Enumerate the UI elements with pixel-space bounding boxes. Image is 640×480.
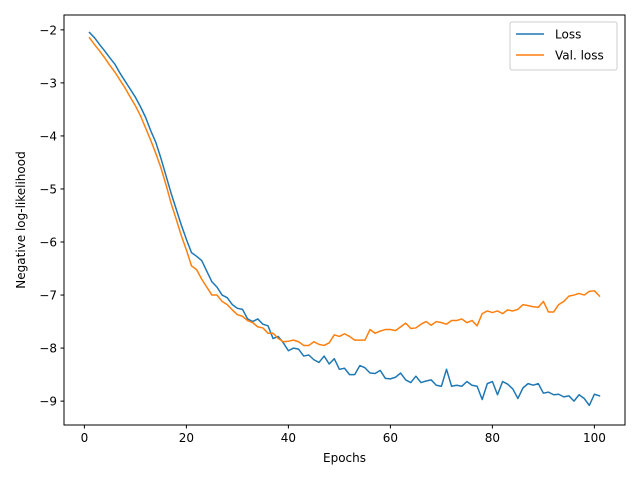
x-tick-label: 80 <box>485 431 500 445</box>
y-tick-label: −5 <box>39 182 57 196</box>
legend: Loss Val. loss <box>509 21 618 71</box>
plot-area <box>88 31 601 407</box>
loss-series-line <box>88 31 601 407</box>
y-tick-label: −2 <box>39 23 57 37</box>
x-tick-label: 100 <box>583 431 606 445</box>
x-tick-label: 20 <box>179 431 194 445</box>
val-loss-series-line <box>88 36 601 347</box>
x-tick-label: 60 <box>383 431 398 445</box>
axes-frame <box>63 14 626 426</box>
y-tick-label: −8 <box>39 342 57 356</box>
y-tick-label: −4 <box>39 129 57 143</box>
legend-label-loss: Loss <box>555 28 581 42</box>
x-tick-label: 40 <box>281 431 296 445</box>
x-tick-label: 0 <box>81 431 89 445</box>
x-axis-title: Epochs <box>323 451 366 465</box>
y-axis-title: Negative log-likelihood <box>14 151 28 288</box>
y-axis: −9 −8 −7 −6 −5 −4 −3 −2 <box>39 23 64 409</box>
y-tick-label: −3 <box>39 76 57 90</box>
y-tick-label: −9 <box>39 395 57 409</box>
legend-label-val-loss: Val. loss <box>555 49 604 63</box>
y-tick-label: −6 <box>39 236 57 250</box>
x-axis: 0 20 40 60 80 100 <box>81 425 606 445</box>
y-tick-label: −7 <box>39 289 57 303</box>
